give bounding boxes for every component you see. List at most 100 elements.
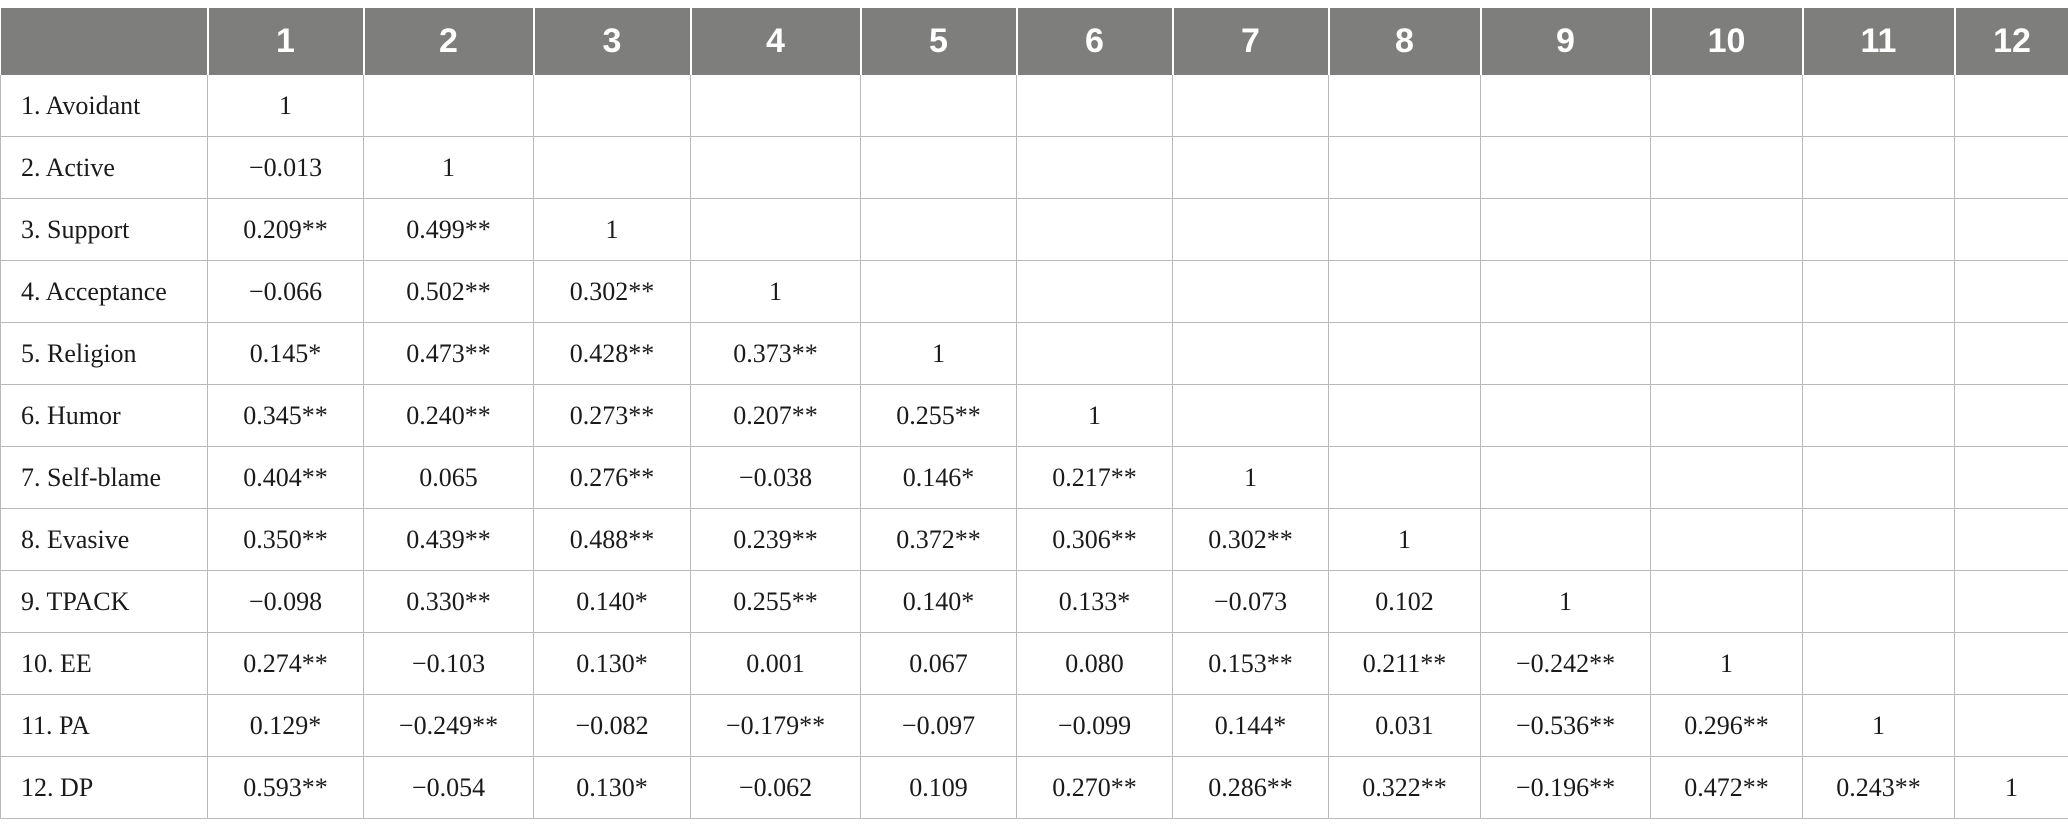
correlation-cell xyxy=(1480,136,1651,199)
column-header-9: 9 xyxy=(1479,8,1651,75)
correlation-cell xyxy=(1172,75,1329,137)
row-label: 6. Humor xyxy=(0,384,208,447)
correlation-cell: 0.270** xyxy=(1016,756,1173,819)
correlation-cell xyxy=(1650,446,1803,509)
correlation-cell: 0.488** xyxy=(533,508,691,571)
correlation-cell xyxy=(1650,198,1803,261)
correlation-cell: 0.239** xyxy=(690,508,861,571)
correlation-cell: 0.211** xyxy=(1328,632,1481,695)
correlation-cell xyxy=(1650,570,1803,633)
correlation-cell xyxy=(363,75,534,137)
correlation-cell xyxy=(1480,446,1651,509)
correlation-cell xyxy=(1172,384,1329,447)
correlation-cell: 0.133* xyxy=(1016,570,1173,633)
correlation-cell xyxy=(1650,260,1803,323)
correlation-cell: −0.249** xyxy=(363,694,534,757)
correlation-table-container: 1 2 3 4 5 6 7 8 9 10 11 12 1. Avoidant 1 2. Active −0.… xyxy=(0,8,2068,819)
correlation-cell: −0.038 xyxy=(690,446,861,509)
correlation-cell: 0.209** xyxy=(207,198,364,261)
correlation-cell: 0.217** xyxy=(1016,446,1173,509)
correlation-cell xyxy=(1650,508,1803,571)
correlation-cell xyxy=(1328,198,1481,261)
correlation-cell xyxy=(1016,136,1173,199)
correlation-cell xyxy=(1954,198,2068,261)
correlation-cell xyxy=(1802,570,1955,633)
table-row: 3. Support 0.209** 0.499** 1 xyxy=(0,198,2068,261)
correlation-cell: 1 xyxy=(1172,446,1329,509)
correlation-cell xyxy=(1954,322,2068,385)
table-body: 1. Avoidant 1 2. Active −0.013 1 3. Support 0.… xyxy=(0,75,2068,819)
correlation-cell: 0.322** xyxy=(1328,756,1481,819)
correlation-cell: 0.473** xyxy=(363,322,534,385)
table-row: 4. Acceptance −0.066 0.502** 0.302** 1 xyxy=(0,260,2068,323)
correlation-cell xyxy=(1954,384,2068,447)
correlation-cell: 0.439** xyxy=(363,508,534,571)
correlation-cell xyxy=(1480,75,1651,137)
correlation-cell xyxy=(1328,446,1481,509)
correlation-cell: −0.103 xyxy=(363,632,534,695)
correlation-cell: 0.472** xyxy=(1650,756,1803,819)
correlation-cell: 0.255** xyxy=(690,570,861,633)
correlation-cell: 0.302** xyxy=(533,260,691,323)
correlation-cell xyxy=(1650,75,1803,137)
row-label: 2. Active xyxy=(0,136,208,199)
correlation-cell: 0.001 xyxy=(690,632,861,695)
correlation-cell: 0.345** xyxy=(207,384,364,447)
column-header-1: 1 xyxy=(206,8,364,75)
column-header-4: 4 xyxy=(689,8,861,75)
correlation-cell: 1 xyxy=(1016,384,1173,447)
correlation-cell: 0.140* xyxy=(860,570,1017,633)
correlation-cell xyxy=(1172,136,1329,199)
correlation-cell: 1 xyxy=(533,198,691,261)
correlation-cell: 0.502** xyxy=(363,260,534,323)
correlation-cell xyxy=(533,75,691,137)
correlation-cell xyxy=(1802,136,1955,199)
row-label: 1. Avoidant xyxy=(0,75,208,137)
correlation-cell: −0.054 xyxy=(363,756,534,819)
correlation-cell: 0.240** xyxy=(363,384,534,447)
correlation-cell xyxy=(1016,260,1173,323)
correlation-cell xyxy=(1954,694,2068,757)
correlation-cell: 0.102 xyxy=(1328,570,1481,633)
correlation-cell: 0.109 xyxy=(860,756,1017,819)
correlation-cell: 0.286** xyxy=(1172,756,1329,819)
correlation-cell: 0.306** xyxy=(1016,508,1173,571)
column-header-2: 2 xyxy=(362,8,534,75)
row-label: 12. DP xyxy=(0,756,208,819)
table-row: 7. Self-blame 0.404** 0.065 0.276** −0.038 0.… xyxy=(0,446,2068,509)
correlation-cell: 0.404** xyxy=(207,446,364,509)
correlation-cell xyxy=(1802,322,1955,385)
correlation-cell xyxy=(1328,260,1481,323)
correlation-cell: 0.373** xyxy=(690,322,861,385)
correlation-cell: 0.080 xyxy=(1016,632,1173,695)
correlation-cell xyxy=(1480,384,1651,447)
correlation-cell: 0.330** xyxy=(363,570,534,633)
correlation-cell xyxy=(1954,136,2068,199)
correlation-cell: 0.372** xyxy=(860,508,1017,571)
correlation-cell xyxy=(1954,260,2068,323)
correlation-cell: −0.013 xyxy=(207,136,364,199)
column-header-12: 12 xyxy=(1953,8,2068,75)
correlation-cell: −0.066 xyxy=(207,260,364,323)
header-row: 1 2 3 4 5 6 7 8 9 10 11 12 xyxy=(0,8,2068,75)
header-cell-blank xyxy=(0,8,208,75)
correlation-cell xyxy=(1172,260,1329,323)
correlation-cell xyxy=(1954,446,2068,509)
correlation-cell: 1 xyxy=(1480,570,1651,633)
correlation-cell: 0.273** xyxy=(533,384,691,447)
correlation-cell xyxy=(1016,198,1173,261)
correlation-cell xyxy=(1172,322,1329,385)
correlation-cell: 0.065 xyxy=(363,446,534,509)
correlation-cell: 0.145* xyxy=(207,322,364,385)
correlation-cell: 1 xyxy=(1802,694,1955,757)
correlation-cell: 0.140* xyxy=(533,570,691,633)
correlation-cell: 0.129* xyxy=(207,694,364,757)
correlation-cell: 0.031 xyxy=(1328,694,1481,757)
correlation-cell: 0.067 xyxy=(860,632,1017,695)
column-header-8: 8 xyxy=(1327,8,1481,75)
column-header-7: 7 xyxy=(1171,8,1329,75)
column-header-10: 10 xyxy=(1649,8,1803,75)
column-header-11: 11 xyxy=(1801,8,1955,75)
correlation-cell: 0.274** xyxy=(207,632,364,695)
correlation-cell xyxy=(1328,75,1481,137)
